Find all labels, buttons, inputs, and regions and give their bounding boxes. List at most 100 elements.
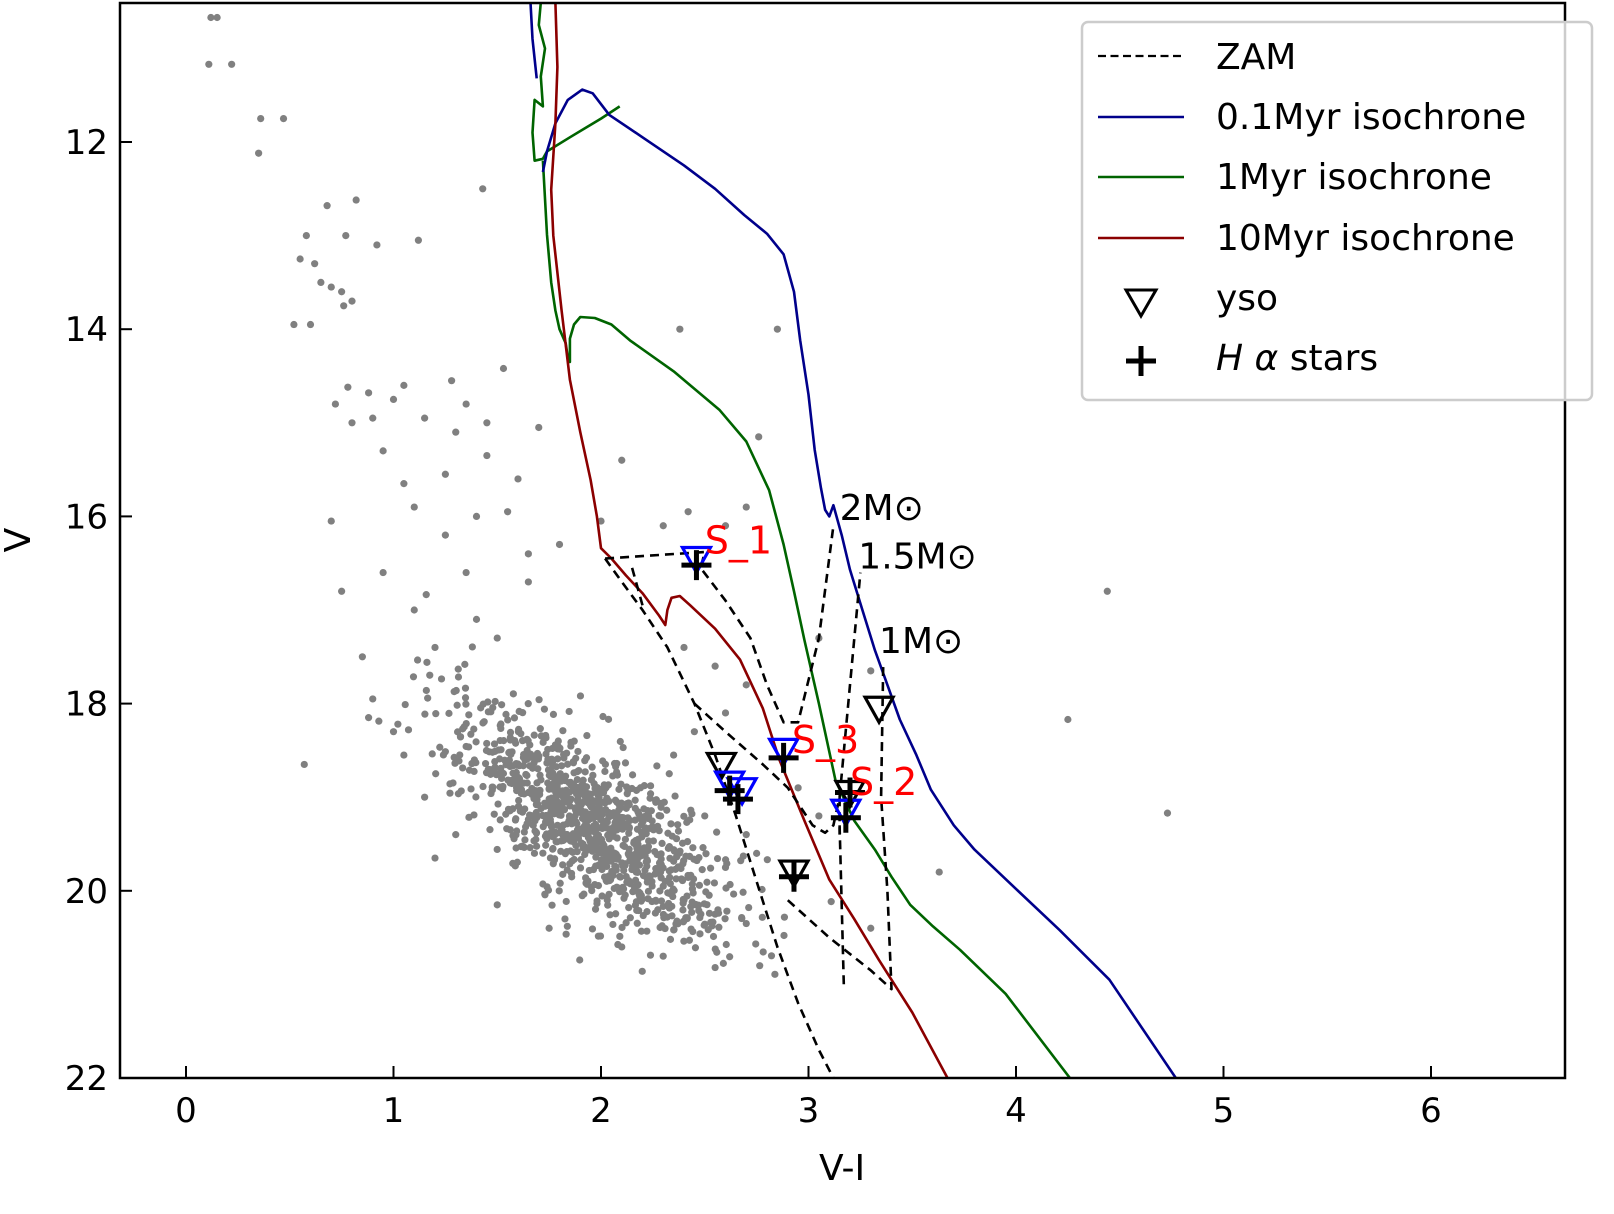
field-star-point: [327, 283, 335, 291]
field-star-point: [631, 876, 640, 884]
legend-label: ZAM: [1216, 37, 1296, 78]
field-star-point: [597, 517, 605, 525]
field-star-point: [567, 869, 576, 878]
field-star-point: [742, 503, 750, 511]
field-star-point: [745, 903, 753, 912]
field-star-point: [689, 844, 697, 852]
field-star-point: [758, 885, 766, 894]
legend: ZAM 0.1Myr isochrone 1Myr isochrone 10My…: [1080, 20, 1594, 402]
field-star-point: [698, 866, 706, 874]
field-star-point: [597, 856, 606, 864]
field-star-point: [462, 700, 470, 708]
field-star-point: [352, 196, 360, 204]
field-star-point: [603, 893, 611, 902]
field-star-point: [519, 762, 527, 770]
field-star-point: [705, 891, 713, 899]
field-star-point: [616, 800, 624, 809]
field-star-point: [635, 906, 643, 915]
field-star-point: [592, 853, 600, 861]
field-star-point: [674, 821, 682, 829]
field-star-point: [563, 789, 571, 798]
field-star-point: [642, 830, 650, 838]
field-star-point: [514, 781, 522, 789]
field-star-point: [555, 887, 563, 895]
field-star-point: [648, 817, 656, 825]
zams-dashed-line: [604, 557, 835, 1078]
field-star-point: [491, 747, 499, 755]
field-star-point: [279, 115, 288, 123]
field-star-point: [666, 854, 674, 862]
field-star-point: [566, 860, 574, 868]
legend-entry-yso: yso: [1123, 278, 1278, 320]
field-star-point: [523, 771, 531, 780]
field-star-point: [536, 786, 544, 795]
field-star-point: [707, 918, 715, 926]
field-star-point: [739, 852, 747, 860]
field-star-point: [483, 451, 491, 460]
field-star-point: [456, 751, 464, 759]
mass-label-2msun: 2M⊙: [840, 488, 924, 529]
field-star-point: [543, 835, 551, 843]
field-star-point: [703, 901, 711, 909]
field-star-point: [550, 856, 559, 864]
field-star-point: [502, 710, 510, 718]
field-star-point: [461, 684, 470, 692]
field-star-point: [702, 850, 710, 858]
yso-marker: [777, 859, 811, 890]
field-star-point: [500, 737, 508, 745]
field-star-point: [559, 861, 567, 869]
field-star-point: [695, 853, 703, 862]
field-star-point: [348, 419, 356, 427]
field-star-point: [594, 792, 602, 800]
field-star-point: [680, 896, 688, 904]
field-star-point: [711, 945, 719, 953]
field-star-point: [547, 794, 556, 802]
field-star-point: [300, 760, 308, 769]
field-star-point: [600, 841, 608, 850]
field-star-point: [400, 751, 408, 759]
field-star-point: [462, 719, 470, 728]
yso-marker: [862, 695, 896, 726]
field-star-point: [472, 793, 480, 801]
field-star-point: [459, 764, 467, 772]
field-star-point: [526, 741, 534, 749]
field-star-point: [569, 758, 577, 766]
field-star-point: [601, 848, 609, 856]
field-star-point: [687, 806, 695, 814]
x-tick-label: 0: [175, 1091, 197, 1131]
field-star-point: [689, 889, 697, 897]
field-star-point: [657, 897, 666, 905]
field-star-point: [696, 930, 704, 938]
field-star-point: [583, 731, 591, 740]
field-star-point: [389, 728, 398, 736]
field-star-point: [491, 697, 499, 706]
field-star-point: [668, 912, 676, 920]
halpha-star-marker: [722, 784, 753, 815]
field-star-point: [257, 115, 265, 123]
field-star-point: [666, 935, 675, 943]
field-star-point: [722, 940, 730, 949]
halpha-star-marker: [830, 802, 861, 833]
field-star-point: [577, 806, 586, 814]
field-star-point: [576, 692, 585, 700]
field-star-point: [512, 815, 520, 823]
field-star-point: [409, 673, 418, 681]
field-star-point: [654, 906, 662, 914]
field-star-point: [632, 841, 640, 849]
field-star-point: [510, 714, 519, 722]
field-star-point: [730, 890, 738, 898]
field-star-point: [625, 903, 633, 912]
mass-label-1msun: 1M⊙: [879, 621, 963, 662]
field-star-point: [498, 701, 506, 709]
field-star-point: [646, 876, 654, 885]
field-star-point: [935, 868, 943, 876]
source-label-s3: S_3: [792, 718, 859, 762]
isochrone-0-1myr-line: [541, 88, 1177, 1078]
field-star-point: [636, 784, 645, 792]
field-star-point: [509, 859, 517, 868]
field-star-point: [619, 885, 628, 893]
field-star-point: [618, 943, 626, 951]
field-star-point: [549, 710, 558, 718]
field-star-point: [553, 803, 561, 811]
field-star-point: [569, 830, 577, 838]
